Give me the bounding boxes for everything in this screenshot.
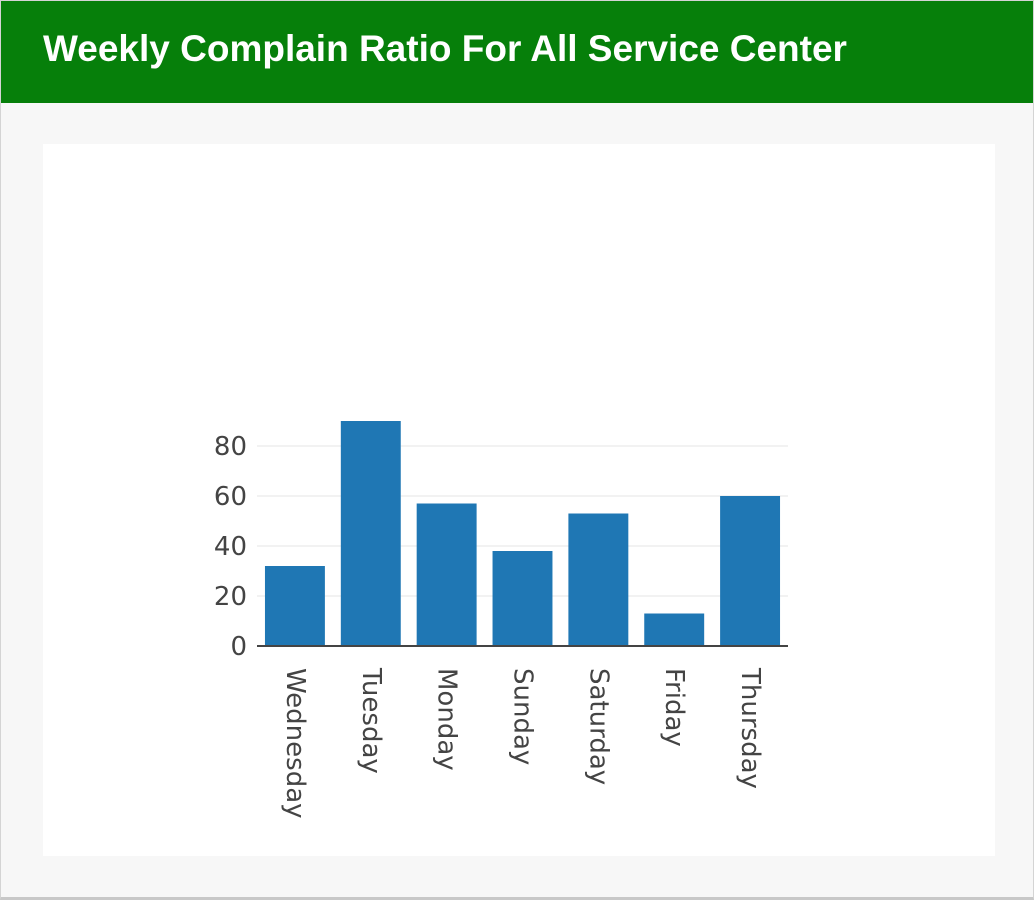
x-tick-label-tuesday: Tuesday	[356, 667, 386, 774]
x-tick-label-wednesday: Wednesday	[280, 668, 310, 819]
x-tick-label-friday: Friday	[659, 668, 689, 747]
bar-sunday	[492, 551, 553, 646]
plot-area: 0 20 40 60 80 Wednesday Tuesday Monday Sunday Sa…	[43, 144, 995, 856]
bar-tuesday	[340, 421, 401, 646]
bar-monday	[416, 503, 477, 646]
panel-header: Weekly Complain Ratio For All Service Ce…	[1, 1, 1033, 103]
x-tick-label-saturday: Saturday	[583, 668, 613, 785]
bar-friday	[644, 613, 705, 646]
bar-saturday	[568, 513, 629, 646]
bar-wednesday	[264, 566, 325, 646]
bars	[264, 421, 781, 646]
y-axis-ticks: 0 20 40 60 80	[214, 432, 247, 662]
y-tick-label: 20	[214, 582, 247, 612]
x-tick-label-thursday: Thursday	[735, 667, 765, 789]
panel-title: Weekly Complain Ratio For All Service Ce…	[43, 28, 847, 69]
x-tick-label-sunday: Sunday	[508, 668, 538, 765]
y-tick-label: 80	[214, 432, 247, 462]
y-tick-label: 0	[230, 632, 247, 662]
x-axis-ticks: Wednesday Tuesday Monday Sunday Saturday Frid…	[280, 667, 765, 819]
x-tick-label-monday: Monday	[432, 668, 462, 771]
bar-thursday	[720, 496, 781, 646]
y-tick-label: 60	[214, 482, 247, 512]
bar-chart: 0 20 40 60 80 Wednesday Tuesday Monday Sunday Sa…	[214, 421, 788, 819]
y-tick-label: 40	[214, 532, 247, 562]
